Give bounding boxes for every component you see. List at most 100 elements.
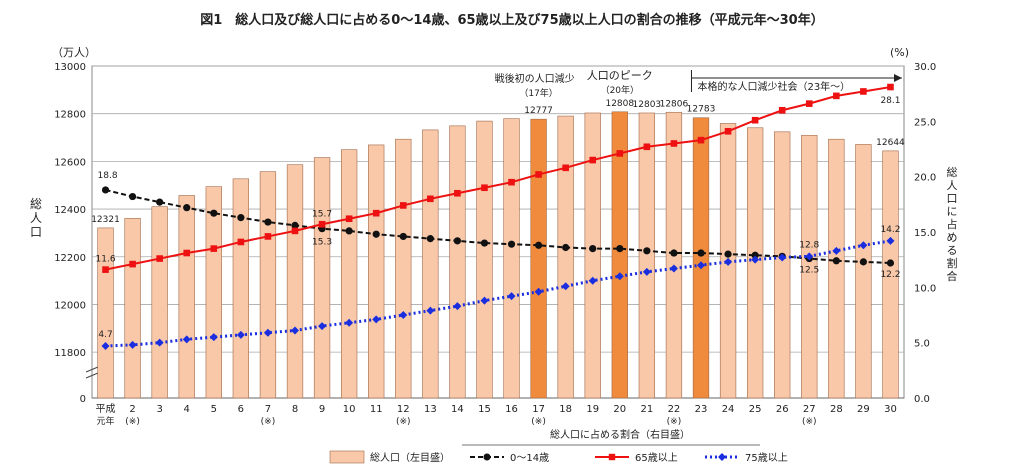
x-tick-label: 13 [424, 404, 437, 415]
population-value-label: 12777 [524, 106, 553, 116]
series-point [101, 186, 110, 194]
series-point [453, 302, 462, 311]
left-tick-label: 13000 [54, 62, 86, 73]
series-point [589, 156, 597, 164]
x-tick-label: 20 [613, 404, 626, 415]
right-axis-label-char: 人 [947, 179, 958, 192]
series-point [427, 195, 434, 203]
x-tick-note: (※) [396, 417, 411, 427]
legend-series-label: 65歳以上 [635, 452, 678, 464]
right-axis-label: 総人口に占める割合 [947, 165, 958, 283]
age-0-14-value-label: 18.8 [98, 171, 118, 181]
series-point [832, 257, 840, 265]
annotation-arrow-head [894, 74, 902, 82]
series-point [318, 220, 326, 228]
series-point [669, 264, 678, 273]
right-tick-label: 15.0 [914, 228, 936, 239]
age-75-value-label: 12.8 [799, 240, 819, 250]
x-tick-label: 19 [586, 404, 599, 415]
left-axis-label: 総人口 [30, 197, 42, 239]
series-point [508, 178, 515, 186]
population-bar [503, 118, 520, 399]
x-tick-note: (※) [261, 417, 276, 427]
age-75-value-label: 14.2 [880, 225, 900, 235]
series-point [778, 106, 786, 114]
series-point [156, 198, 164, 206]
annotation-peak: 人口のピーク [587, 69, 653, 82]
right-axis-label-char: め [947, 231, 958, 244]
legend-marker [608, 453, 616, 461]
age-0-14-value-label: 15.3 [312, 238, 332, 248]
x-tick-label: 平成 [96, 403, 116, 415]
right-tick-label: 30.0 [914, 62, 936, 73]
population-bar [124, 218, 141, 399]
series-point [507, 240, 516, 248]
x-tick-label: 4 [184, 404, 190, 415]
series-line [105, 86, 891, 271]
series-point [724, 250, 732, 258]
series-point [751, 255, 760, 264]
x-tick-label: 10 [343, 404, 356, 415]
series-point [453, 237, 461, 245]
series-point [643, 247, 651, 255]
x-tick-label: 29 [857, 404, 870, 415]
series-point [561, 282, 570, 291]
x-tick-label: 26 [776, 404, 789, 415]
annotation-first-decline: 戦後初の人口減少 [495, 72, 575, 85]
right-axis-label-char: 口 [947, 192, 958, 205]
series-point [859, 241, 868, 250]
right-axis-label-char: 総 [947, 165, 958, 179]
population-bar [259, 171, 277, 399]
left-tick-label: 12800 [54, 110, 86, 121]
series-point [724, 127, 732, 135]
age-65-value-label: 28.1 [880, 96, 900, 106]
right-tick-label: 10.0 [914, 283, 936, 294]
series-point [291, 227, 299, 235]
series-point [209, 333, 218, 342]
series-point [264, 218, 272, 226]
population-bar [557, 115, 574, 399]
legend-lines-header: 総人口に占める割合（右目盛） [550, 428, 690, 441]
series-point [697, 261, 705, 270]
right-axis-label-char: 占 [947, 217, 958, 231]
right-axis-unit: (%) [890, 46, 909, 59]
population-bar [882, 150, 899, 399]
plot-frame [85, 65, 905, 399]
legend-series-label: 75歳以上 [745, 452, 788, 464]
series-point [183, 249, 191, 257]
annotations: 戦後初の人口減少 （17年） 人口のピーク （20年） 本格的な人口減少社会（23年～） [495, 69, 902, 99]
series-point [237, 238, 245, 246]
x-axis-labels: 平成元年 2 (※) 3 4 5 6 7 (※) 8 9 10 11 12 (※) 13 14 15 16 17 (※)… [96, 403, 897, 427]
series-point [183, 204, 191, 212]
series-point [642, 267, 651, 276]
series-point [643, 143, 651, 151]
population-bar [828, 138, 845, 399]
x-tick-label: 24 [722, 404, 735, 415]
population-value-label: 12783 [687, 105, 716, 115]
series-point [236, 330, 245, 339]
series-point [724, 257, 733, 266]
age-65-value-label: 15.7 [312, 209, 332, 219]
series-point [291, 221, 299, 229]
series-point [399, 232, 407, 241]
x-tick-label: 6 [238, 404, 244, 415]
annotation-peak-year: （20年） [601, 84, 639, 96]
x-tick-note: (※) [802, 417, 817, 427]
left-axis-unit: （万人） [52, 46, 96, 59]
x-tick-label: 21 [640, 404, 653, 415]
series-point [399, 202, 407, 209]
x-tick-label: 3 [156, 404, 162, 415]
x-tick-label: 5 [211, 404, 217, 415]
x-tick-label: 9 [319, 404, 325, 415]
right-tick-label: 20.0 [914, 173, 936, 184]
series-point [129, 192, 137, 201]
population-value-label: 12806 [660, 99, 689, 109]
series-point [886, 259, 895, 267]
series-point [588, 276, 597, 285]
series-point [345, 227, 353, 235]
population-bar [340, 149, 358, 399]
right-axis-label-char: に [947, 205, 958, 218]
series-point [670, 249, 678, 257]
series-point [101, 341, 110, 350]
